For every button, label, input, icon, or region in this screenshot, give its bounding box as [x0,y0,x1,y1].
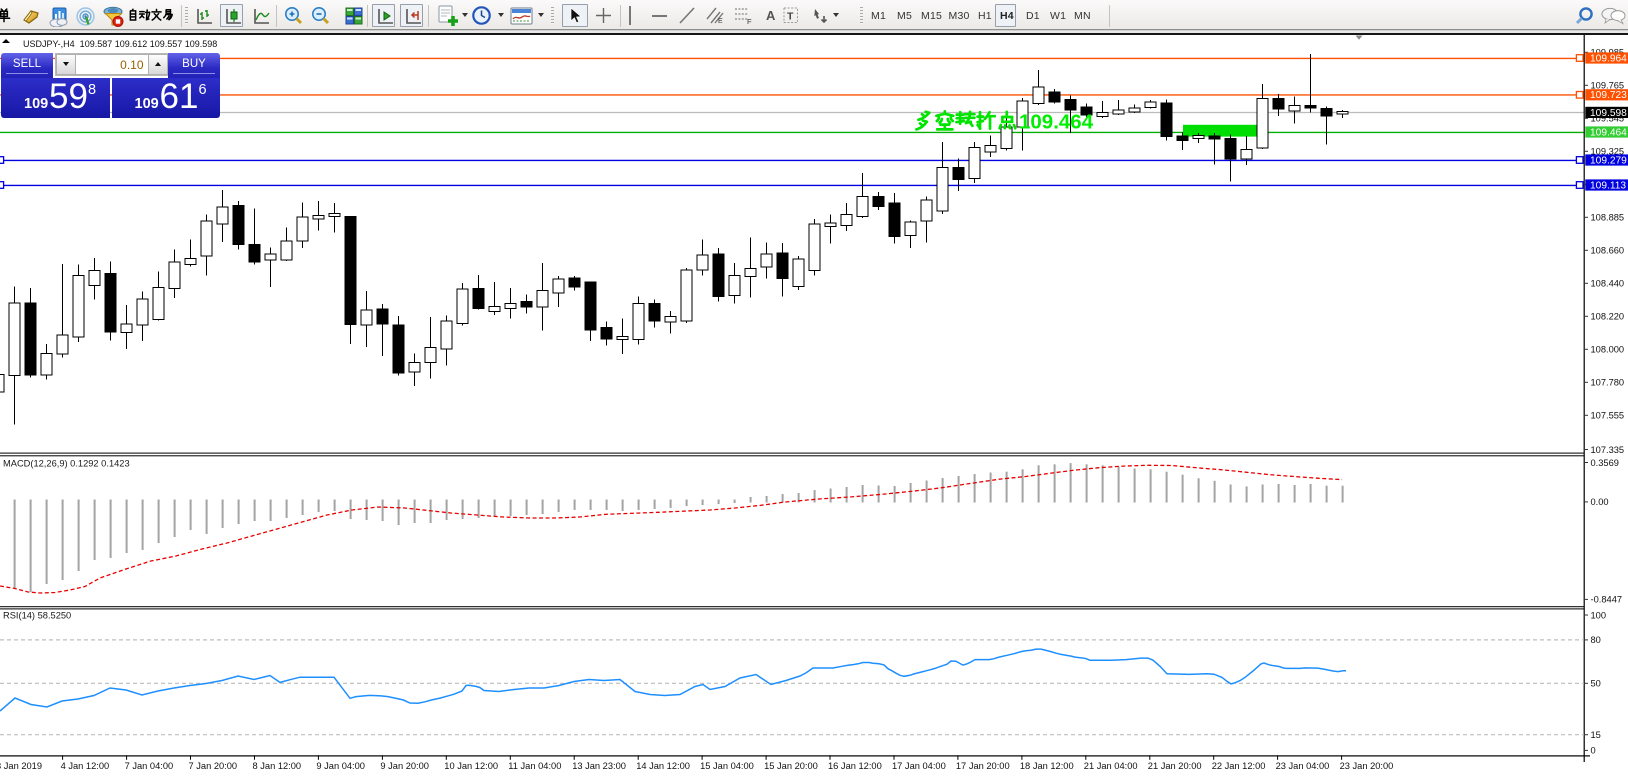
svg-text:107.780: 107.780 [1591,378,1625,388]
svg-text:109.464: 109.464 [1590,127,1627,138]
svg-text:8 Jan 12:00: 8 Jan 12:00 [253,761,302,771]
svg-text:9 Jan 20:00: 9 Jan 20:00 [380,761,429,771]
svg-text:15: 15 [1591,730,1601,740]
svg-text:109.964: 109.964 [1590,53,1627,64]
svg-text:F: F [747,17,752,25]
svg-text:108.220: 108.220 [1591,312,1625,322]
svg-text:23 Jan 04:00: 23 Jan 04:00 [1276,761,1330,771]
svg-text:21 Jan 20:00: 21 Jan 20:00 [1148,761,1202,771]
svg-text:109.598: 109.598 [1590,108,1627,119]
svg-text:109.279: 109.279 [1590,155,1627,166]
svg-text:23 Jan 20:00: 23 Jan 20:00 [1340,761,1394,771]
svg-text:109.765: 109.765 [1591,81,1625,91]
svg-text:T: T [787,11,794,23]
svg-text:11 Jan 04:00: 11 Jan 04:00 [508,761,561,771]
svg-text:0.3569: 0.3569 [1591,458,1619,468]
svg-text:E: E [718,18,723,25]
svg-text:7 Jan 04:00: 7 Jan 04:00 [125,761,174,771]
svg-text:16 Jan 12:00: 16 Jan 12:00 [828,761,882,771]
svg-text:108.660: 108.660 [1591,246,1625,256]
svg-text:108.440: 108.440 [1591,279,1625,289]
svg-text:109.113: 109.113 [1590,180,1626,191]
svg-text:15 Jan 04:00: 15 Jan 04:00 [700,761,754,771]
svg-text:RSI(14) 58.5250: RSI(14) 58.5250 [3,611,71,621]
svg-text:10 Jan 12:00: 10 Jan 12:00 [444,761,498,771]
svg-text:80: 80 [1591,635,1601,645]
svg-text:109.545: 109.545 [1591,114,1625,124]
svg-text:15 Jan 20:00: 15 Jan 20:00 [764,761,818,771]
svg-text:MACD(12,26,9) 0.1292 0.1423: MACD(12,26,9) 0.1292 0.1423 [3,459,130,469]
svg-text:13 Jan 23:00: 13 Jan 23:00 [572,761,626,771]
svg-text:22 Jan 12:00: 22 Jan 12:00 [1212,761,1266,771]
svg-text:108.000: 108.000 [1591,345,1625,355]
svg-text:107.555: 107.555 [1591,411,1625,421]
svg-text:7 Jan 20:00: 7 Jan 20:00 [189,761,238,771]
svg-text:14 Jan 12:00: 14 Jan 12:00 [636,761,690,771]
svg-text:4 Jan 12:00: 4 Jan 12:00 [61,761,110,771]
svg-text:109.325: 109.325 [1591,147,1625,157]
svg-text:50: 50 [1591,679,1601,689]
svg-text:17 Jan 04:00: 17 Jan 04:00 [892,761,946,771]
svg-text:17 Jan 20:00: 17 Jan 20:00 [956,761,1010,771]
svg-text:108.885: 108.885 [1591,213,1625,223]
svg-text:21 Jan 04:00: 21 Jan 04:00 [1084,761,1138,771]
svg-text:109.464: 109.464 [1019,111,1094,134]
svg-text:0.00: 0.00 [1591,497,1609,507]
svg-text:18 Jan 12:00: 18 Jan 12:00 [1020,761,1074,771]
svg-text:-0.8447: -0.8447 [1591,595,1623,605]
svg-text:107.335: 107.335 [1591,445,1625,455]
svg-text:100: 100 [1591,610,1607,620]
svg-text:0: 0 [1591,746,1596,756]
svg-text:9 Jan 04:00: 9 Jan 04:00 [316,761,365,771]
svg-text:3 Jan 2019: 3 Jan 2019 [0,761,42,771]
svg-text:109.723: 109.723 [1590,90,1627,101]
